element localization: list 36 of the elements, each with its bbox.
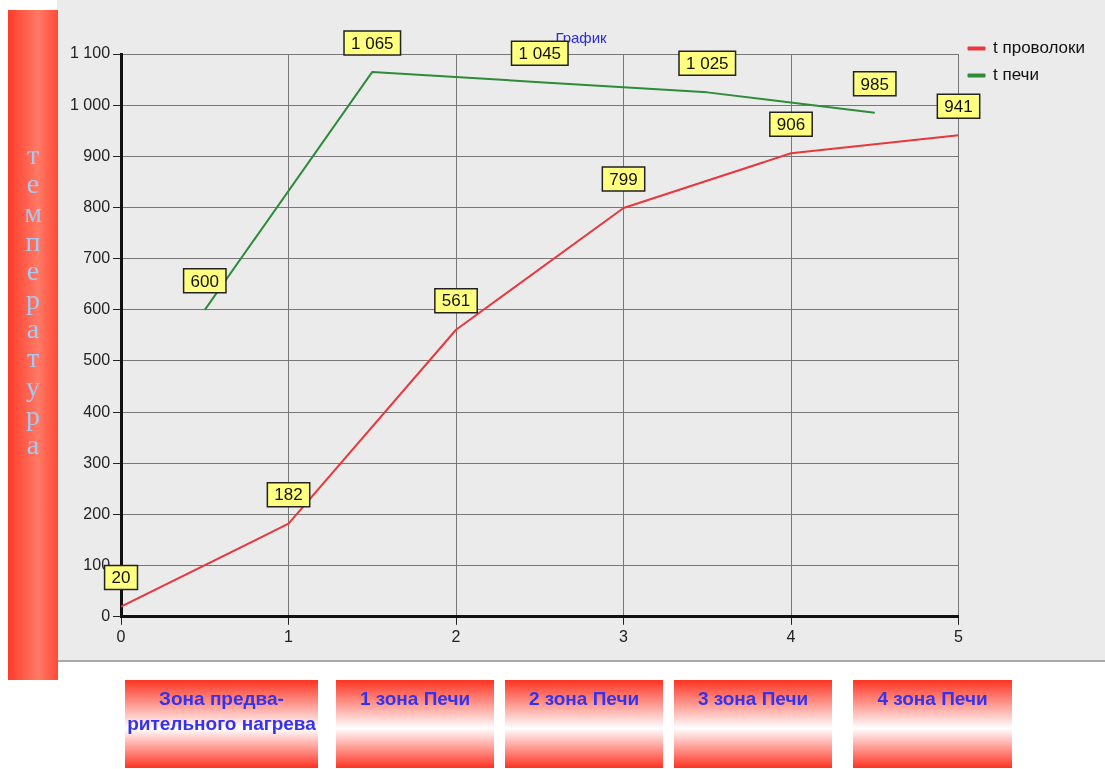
x-tick-label: 1 <box>284 627 294 645</box>
y-tick-label: 0 <box>101 607 111 625</box>
y-tick-label: 700 <box>83 249 111 267</box>
data-label: 1 065 <box>351 33 394 53</box>
x-tick-label: 0 <box>116 627 126 645</box>
text: температура <box>24 139 42 460</box>
y-tick-label: 300 <box>83 453 111 471</box>
y-tick-label: 900 <box>83 146 111 164</box>
y-tick-label: 800 <box>83 197 111 215</box>
data-label: 799 <box>609 169 638 189</box>
data-label: 906 <box>776 114 806 134</box>
text: 3 зона Печи <box>674 680 832 768</box>
data-label: 20 <box>111 568 131 588</box>
x-tick-label: 5 <box>954 627 964 645</box>
y-tick-label: 200 <box>83 504 111 522</box>
y-tick-label: 400 <box>83 402 111 420</box>
text: 4 зона Печи <box>853 680 1012 768</box>
data-label: 600 <box>190 271 219 291</box>
data-label: 941 <box>944 97 973 117</box>
data-label: 182 <box>274 485 303 505</box>
data-label: 1 025 <box>686 54 729 74</box>
text: Зона предва-рительного нагрева <box>125 680 318 768</box>
text: 2 зона Печи <box>505 680 663 768</box>
data-label: 985 <box>860 74 889 94</box>
x-tick-label: 4 <box>786 627 796 645</box>
y-tick-label: 1 100 <box>69 44 111 62</box>
x-tick-label: 2 <box>451 627 461 645</box>
y-tick-label: 1 000 <box>69 95 111 113</box>
y-tick-label: 500 <box>83 351 111 369</box>
data-label: 1 045 <box>518 43 562 63</box>
y-tick-label: 600 <box>83 300 111 318</box>
text: 1 зона Печи <box>336 680 494 768</box>
legend-label: t печи <box>993 65 1039 85</box>
x-tick-label: 3 <box>619 627 629 645</box>
legend-label: t проволоки <box>993 38 1085 58</box>
data-label: 561 <box>441 291 471 311</box>
